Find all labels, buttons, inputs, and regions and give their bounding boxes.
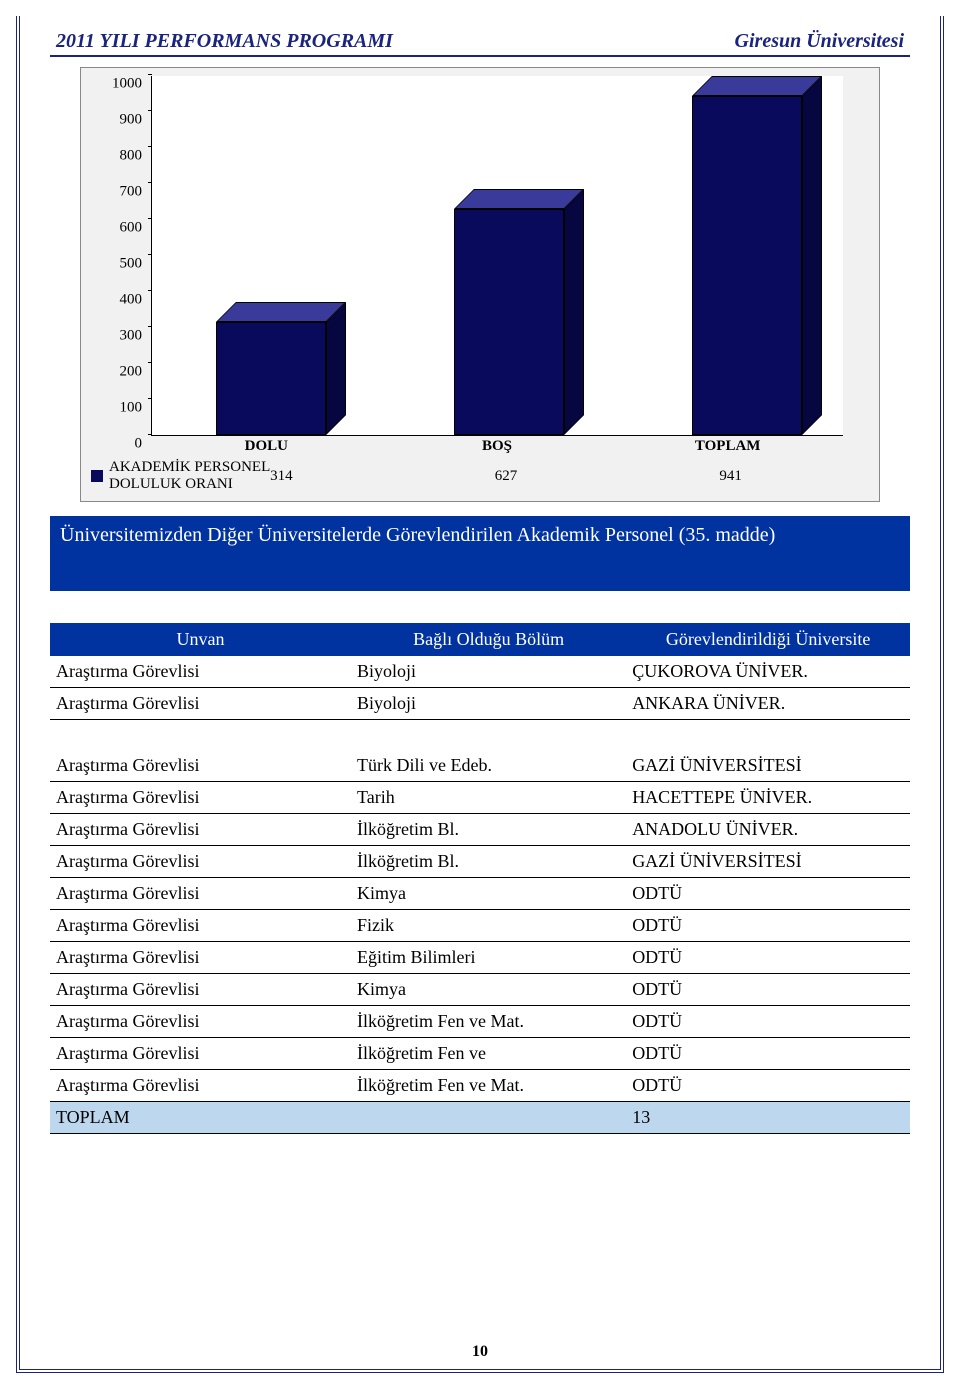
table-cell: ANADOLU ÜNİVER. — [626, 813, 910, 845]
table-cell: ODTÜ — [626, 1069, 910, 1101]
table-row: Araştırma GörevlisiEğitim BilimleriODTÜ — [50, 941, 910, 973]
table-cell: Araştırma Görevlisi — [50, 877, 351, 909]
table-cell: Biyoloji — [351, 656, 626, 688]
table-cell: Fizik — [351, 909, 626, 941]
y-tick-label: 200 — [98, 364, 142, 381]
table-cell: ODTÜ — [626, 973, 910, 1005]
table-cell: İlköğretim Fen ve — [351, 1037, 626, 1069]
legend-swatch — [91, 470, 103, 482]
chart-x-axis-labels: DOLUBOŞTOPLAM — [151, 438, 843, 455]
table-cell: ODTÜ — [626, 1005, 910, 1037]
table-cell: Araştırma Görevlisi — [50, 1069, 351, 1101]
table-cell: İlköğretim Bl. — [351, 845, 626, 877]
y-tick-label: 400 — [98, 292, 142, 309]
table-row: Araştırma Görevlisiİlköğretim Fen veODTÜ — [50, 1037, 910, 1069]
chart-bar — [692, 96, 802, 435]
section-banner: Üniversitemizden Diğer Üniversitelerde G… — [50, 516, 910, 591]
total-empty — [351, 1101, 626, 1133]
table-cell: Araştırma Görevlisi — [50, 941, 351, 973]
table-body: Araştırma GörevlisiBiyolojiÇUKOROVA ÜNİV… — [50, 656, 910, 1133]
x-axis-label: BOŞ — [382, 438, 613, 455]
table-cell: Türk Dili ve Edeb. — [351, 750, 626, 782]
table-cell: Araştırma Görevlisi — [50, 813, 351, 845]
y-tick-label: 1000 — [98, 76, 142, 93]
table-header-row: Unvan Bağlı Olduğu Bölüm Görevlendirildi… — [50, 623, 910, 656]
chart-bar — [216, 322, 326, 435]
table-cell: ODTÜ — [626, 877, 910, 909]
x-axis-label: TOPLAM — [612, 438, 843, 455]
table-row: Araştırma Görevlisiİlköğretim Fen ve Mat… — [50, 1069, 910, 1101]
banner-text: Üniversitemizden Diğer Üniversitelerde G… — [60, 524, 775, 546]
table-cell: ODTÜ — [626, 1037, 910, 1069]
table-cell: İlköğretim Fen ve Mat. — [351, 1069, 626, 1101]
y-tick-label: 500 — [98, 256, 142, 273]
table-row: Araştırma Görevlisiİlköğretim Fen ve Mat… — [50, 1005, 910, 1037]
chart-legend: AKADEMİK PERSONEL DOLULUK ORANI 31462794… — [91, 459, 869, 493]
table-row: Araştırma GörevlisiFizikODTÜ — [50, 909, 910, 941]
chart-frame: 01002003004005006007008009001000 DOLUBOŞ… — [80, 67, 880, 502]
table-row: Araştırma GörevlisiTürk Dili ve Edeb.GAZ… — [50, 750, 910, 782]
table-cell: HACETTEPE ÜNİVER. — [626, 781, 910, 813]
y-tick-label: 800 — [98, 148, 142, 165]
legend-value: 627 — [394, 468, 619, 485]
total-label: TOPLAM — [50, 1101, 351, 1133]
table-cell: ODTÜ — [626, 941, 910, 973]
page-content: 2011 YILI PERFORMANS PROGRAMI Giresun Ün… — [50, 30, 910, 1339]
table-cell: Biyoloji — [351, 688, 626, 720]
table-header: Unvan — [50, 623, 351, 656]
table-cell: Araştırma Görevlisi — [50, 688, 351, 720]
header-right: Giresun Üniversitesi — [735, 30, 904, 53]
table-cell: Kimya — [351, 877, 626, 909]
table-cell: ODTÜ — [626, 909, 910, 941]
table-cell: İlköğretim Bl. — [351, 813, 626, 845]
table-cell: Tarih — [351, 781, 626, 813]
y-tick-label: 0 — [98, 436, 142, 453]
table-row: Araştırma GörevlisiTarihHACETTEPE ÜNİVER… — [50, 781, 910, 813]
table-cell: Araştırma Görevlisi — [50, 1037, 351, 1069]
table-cell: GAZİ ÜNİVERSİTESİ — [626, 845, 910, 877]
table-cell: ÇUKOROVA ÜNİVER. — [626, 656, 910, 688]
table-row: Araştırma Görevlisiİlköğretim Bl.GAZİ ÜN… — [50, 845, 910, 877]
table-cell: ANKARA ÜNİVER. — [626, 688, 910, 720]
table-cell: Araştırma Görevlisi — [50, 1005, 351, 1037]
page-header: 2011 YILI PERFORMANS PROGRAMI Giresun Ün… — [50, 30, 910, 57]
y-tick-label: 900 — [98, 112, 142, 129]
table-cell: Araştırma Görevlisi — [50, 909, 351, 941]
legend-value: 314 — [169, 468, 394, 485]
y-tick-label: 300 — [98, 328, 142, 345]
table-cell: Kimya — [351, 973, 626, 1005]
legend-value: 941 — [618, 468, 843, 485]
y-tick-label: 700 — [98, 184, 142, 201]
chart-y-ticks: 01002003004005006007008009001000 — [98, 76, 148, 435]
table-row: Araştırma GörevlisiBiyolojiÇUKOROVA ÜNİV… — [50, 656, 910, 688]
chart-bar — [454, 209, 564, 435]
table-row: Araştırma GörevlisiBiyolojiANKARA ÜNİVER… — [50, 688, 910, 720]
x-axis-label: DOLU — [151, 438, 382, 455]
table-row: Araştırma GörevlisiKimyaODTÜ — [50, 973, 910, 1005]
chart-plot: 01002003004005006007008009001000 — [151, 76, 843, 436]
table-cell: Araştırma Görevlisi — [50, 845, 351, 877]
table-cell: GAZİ ÜNİVERSİTESİ — [626, 750, 910, 782]
table-row: Araştırma Görevlisiİlköğretim Bl.ANADOLU… — [50, 813, 910, 845]
table-spacer — [50, 720, 910, 750]
table-cell: Araştırma Görevlisi — [50, 781, 351, 813]
total-value: 13 — [626, 1101, 910, 1133]
page-number: 10 — [0, 1343, 960, 1361]
assignments-table: Unvan Bağlı Olduğu Bölüm Görevlendirildi… — [50, 623, 910, 1134]
table-cell: Araştırma Görevlisi — [50, 656, 351, 688]
table-total-row: TOPLAM 13 — [50, 1101, 910, 1133]
chart-legend-values: 314627941 — [169, 468, 843, 485]
table-cell: Araştırma Görevlisi — [50, 750, 351, 782]
header-left: 2011 YILI PERFORMANS PROGRAMI — [56, 30, 393, 53]
table-cell: Araştırma Görevlisi — [50, 973, 351, 1005]
table-row: Araştırma GörevlisiKimyaODTÜ — [50, 877, 910, 909]
table-cell: Eğitim Bilimleri — [351, 941, 626, 973]
y-tick-label: 600 — [98, 220, 142, 237]
table-header: Bağlı Olduğu Bölüm — [351, 623, 626, 656]
y-tick-label: 100 — [98, 400, 142, 417]
table-cell: İlköğretim Fen ve Mat. — [351, 1005, 626, 1037]
table-header: Görevlendirildiği Üniversite — [626, 623, 910, 656]
